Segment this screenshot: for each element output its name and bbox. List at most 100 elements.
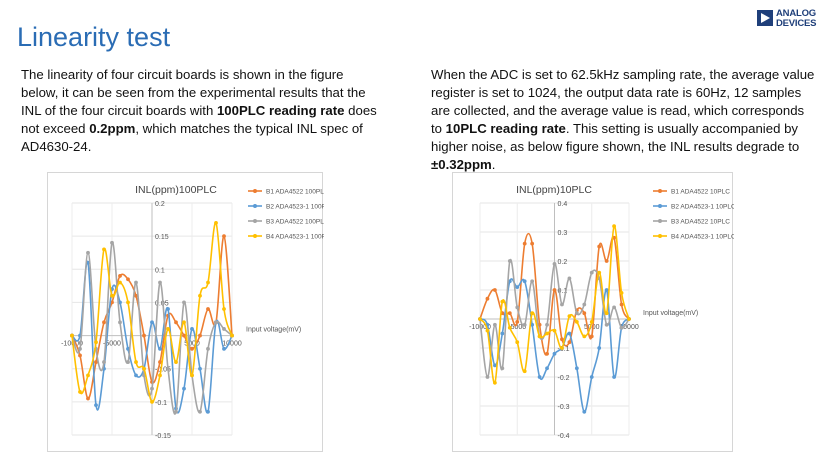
- y-tick-label: -0.4: [558, 433, 570, 440]
- legend-marker: [253, 204, 257, 208]
- data-point: [493, 363, 497, 368]
- data-point: [182, 300, 186, 305]
- data-point: [78, 390, 82, 394]
- data-point: [612, 375, 616, 379]
- data-point: [86, 250, 90, 255]
- data-point: [552, 288, 557, 292]
- data-point: [560, 337, 564, 342]
- data-point: [102, 360, 106, 364]
- data-point: [134, 360, 138, 364]
- y-tick-label: -0.1: [155, 400, 167, 407]
- data-point: [150, 399, 154, 404]
- data-point: [158, 346, 162, 351]
- data-point: [94, 360, 98, 364]
- data-point: [604, 259, 609, 263]
- x-tick-label: -5000: [103, 341, 121, 348]
- data-point: [537, 334, 542, 339]
- data-point: [158, 360, 162, 364]
- right-text-part-2: . This setting is usually accompanied by…: [431, 121, 800, 154]
- logo-line-2: DEVICES: [776, 17, 817, 29]
- legend-marker: [253, 234, 257, 238]
- data-point: [142, 366, 146, 371]
- data-point: [182, 333, 186, 338]
- data-point: [582, 409, 587, 414]
- legend-marker: [253, 189, 257, 193]
- data-point: [150, 320, 154, 325]
- left-text-part-3: , which matches the typical INL spec of …: [21, 121, 363, 154]
- legend-label: B3 ADA4522 100PLC: [266, 219, 324, 226]
- data-point: [174, 409, 178, 414]
- chart-100plc-svg: INL(ppm)100PLC -0.15 -0.1 -0.05 0.05 0.1 0.15 0…: [61, 184, 324, 440]
- legend-marker: [658, 189, 662, 193]
- chart-100plc: INL(ppm)100PLC -0.15 -0.1 -0.05 0.05 0.1 0.15 0…: [47, 172, 324, 452]
- x-tick-label: 5000: [184, 341, 200, 348]
- data-point: [545, 351, 549, 356]
- data-point: [612, 224, 616, 229]
- data-point: [214, 320, 218, 325]
- legend-label: B2 ADA4523-1 10PLC: [671, 204, 734, 211]
- data-point: [485, 375, 490, 379]
- right-text-part-1: When the ADC is set to 62.5kHz sampling …: [431, 67, 815, 136]
- y-tick-label: 0.05: [155, 300, 169, 307]
- data-point: [612, 305, 616, 310]
- data-point: [522, 369, 527, 374]
- data-point: [582, 311, 587, 316]
- data-point: [174, 360, 178, 364]
- data-point: [560, 302, 564, 307]
- data-point: [198, 366, 202, 371]
- x-tick-label: 5000: [584, 324, 600, 331]
- y-tick-label: -0.1: [558, 346, 570, 353]
- data-point: [515, 340, 520, 345]
- left-paragraph: The linearity of four circuit boards is …: [21, 66, 383, 156]
- data-point: [567, 340, 572, 345]
- left-text-part-1: The linearity of four circuit boards is …: [21, 67, 366, 118]
- data-point: [94, 340, 98, 345]
- data-point: [589, 320, 594, 324]
- legend-label: B3 ADA4522 10PLC: [671, 219, 730, 226]
- data-point: [222, 327, 226, 331]
- data-point: [102, 247, 106, 252]
- data-point: [222, 307, 226, 311]
- data-point: [222, 234, 226, 239]
- data-point: [522, 241, 527, 246]
- left-text-part-2: does not exceed: [21, 103, 377, 136]
- data-point: [198, 293, 202, 298]
- data-point: [552, 351, 557, 356]
- data-point: [545, 322, 549, 327]
- legend-marker: [253, 219, 257, 223]
- chart-10plc: INL(ppm)10PLC -0.4 -0.3 -0.2 -0.1 0.1 0.2 0.3 0.…: [452, 172, 734, 452]
- data-point: [158, 280, 162, 285]
- data-point: [604, 288, 609, 292]
- data-point: [126, 277, 130, 282]
- y-tick-label: -0.05: [155, 367, 171, 374]
- x-axis-label: Input voltage(mV): [643, 310, 698, 317]
- data-point: [500, 331, 505, 336]
- data-point: [507, 325, 512, 330]
- data-point: [86, 373, 90, 378]
- data-point: [619, 325, 624, 330]
- right-bold-inl-value: ±0.32ppm: [431, 157, 492, 172]
- data-point: [589, 334, 594, 339]
- series-line: [479, 258, 630, 378]
- right-paragraph: When the ADC is set to 62.5kHz sampling …: [431, 66, 816, 174]
- legend-label: B2 ADA4523-1 100PLC: [266, 204, 324, 211]
- data-point: [537, 375, 542, 379]
- data-point: [110, 240, 114, 245]
- data-point: [530, 279, 535, 284]
- data-point: [198, 333, 202, 338]
- slide-title: Linearity test: [17, 22, 171, 52]
- data-point: [574, 366, 579, 371]
- data-point: [206, 346, 210, 351]
- data-point: [545, 331, 549, 336]
- data-point: [118, 280, 122, 285]
- data-point: [94, 403, 98, 408]
- right-bold-reading-rate: 10PLC reading rate: [445, 121, 566, 136]
- legend-label: B4 ADA4523-1 100PLC: [266, 234, 324, 241]
- data-point: [166, 366, 170, 371]
- data-point: [530, 241, 535, 246]
- data-point: [500, 299, 505, 304]
- data-point: [206, 409, 210, 414]
- y-tick-label: 0.1: [155, 267, 165, 274]
- legend-marker: [658, 234, 662, 238]
- data-point: [166, 307, 170, 311]
